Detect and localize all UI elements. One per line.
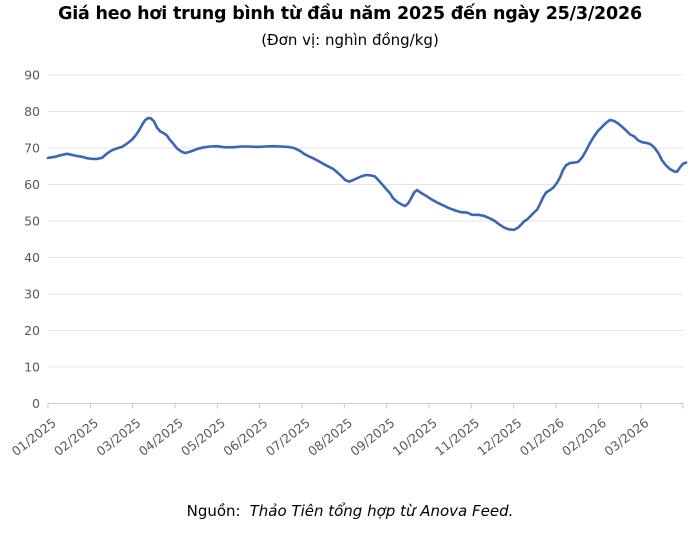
x-tick-label: 11/2025	[432, 415, 482, 459]
x-tick-label: 04/2025	[136, 415, 186, 459]
y-tick-label: 60	[24, 177, 40, 192]
y-tick-label: 50	[24, 214, 40, 229]
x-tick-label: 02/2025	[51, 415, 101, 459]
x-axis-labels: 01/202502/202503/202504/202505/202506/20…	[9, 415, 652, 459]
x-tick-label: 02/2026	[559, 415, 609, 459]
x-tick-label: 01/2026	[517, 415, 567, 459]
x-tick-label: 08/2025	[305, 415, 355, 459]
x-tick-label: 05/2025	[178, 415, 228, 459]
x-tick-label: 01/2025	[9, 415, 59, 459]
y-tick-label: 10	[24, 360, 40, 375]
chart-subtitle: (Đơn vị: nghìn đồng/kg)	[261, 31, 439, 49]
x-tick-label: 06/2025	[220, 415, 270, 459]
y-tick-label: 80	[24, 104, 40, 119]
y-tick-label: 70	[24, 141, 40, 156]
source-text: Thảo Tiên tổng hợp từ Anova Feed.	[249, 502, 514, 520]
source-label: Nguồn:	[186, 502, 241, 520]
x-tick-label: 03/2025	[93, 415, 143, 459]
source-line: Nguồn: Thảo Tiên tổng hợp từ Anova Feed.	[0, 502, 700, 520]
x-axis-ticks	[47, 403, 684, 409]
x-tick-label: 07/2025	[263, 415, 313, 459]
price-line	[46, 116, 688, 232]
chart-title: Giá heo hơi trung bình từ đầu năm 2025 đ…	[58, 4, 642, 24]
y-tick-label: 20	[24, 323, 40, 338]
y-tick-label: 90	[24, 68, 40, 83]
x-tick-label: 10/2025	[390, 415, 440, 459]
y-gridlines	[48, 74, 683, 368]
price-line-chart: 0 10 20 30 40 50 60 70 80 90 01/202502/202503/2025…	[9, 68, 688, 459]
x-tick-label: 12/2025	[474, 415, 524, 459]
x-tick-label: 09/2025	[347, 415, 397, 459]
y-tick-label: 0	[32, 396, 40, 411]
y-tick-label: 40	[24, 250, 40, 265]
y-tick-label: 30	[24, 287, 40, 302]
y-axis-labels: 0 10 20 30 40 50 60 70 80 90	[24, 68, 40, 412]
x-tick-label: 03/2026	[601, 415, 651, 459]
